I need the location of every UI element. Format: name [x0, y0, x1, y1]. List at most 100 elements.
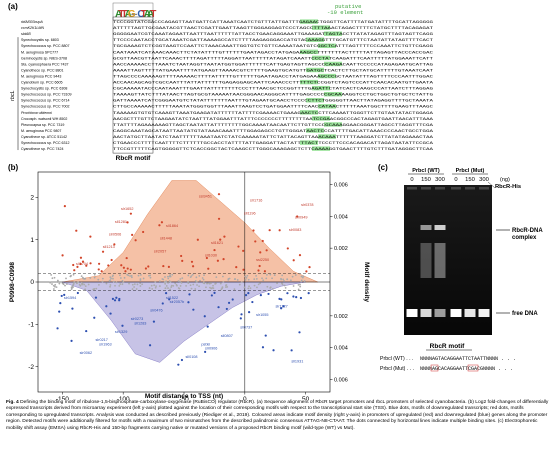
- y2-tick-label: 0.006: [334, 377, 348, 383]
- upregulated-dot: [126, 267, 129, 270]
- panel-b-label: (b): [8, 163, 19, 172]
- background-dot: [300, 280, 303, 283]
- x-tick-label: 0: [243, 396, 247, 400]
- upregulated-dot: [196, 238, 199, 241]
- sequence: GCGTTAACGTTAATTCAAACTTTTAGATTTTTAGGATTAA…: [113, 57, 433, 61]
- complex-smear: [420, 243, 432, 278]
- downregulated-dot: [63, 293, 66, 296]
- alignment-row: Prochloron didemni TAAAAAGTGTGTCAAAGTTAAA…: [21, 110, 434, 116]
- sequence-alignment: ATTAG- - CTAAT putative-10 element rbcL rbfAf…: [10, 2, 434, 160]
- free-dna-band: [464, 309, 476, 317]
- upregulated-dot: [129, 212, 132, 215]
- background-dot: [170, 284, 173, 287]
- background-dot: [247, 278, 250, 281]
- downregulated-dot: [210, 294, 213, 297]
- background-dot: [233, 278, 236, 281]
- background-dot: [243, 286, 246, 289]
- background-dot: [54, 285, 56, 288]
- background-dot: [179, 278, 182, 280]
- background-dot: [222, 281, 225, 283]
- sequence: AAAATTAGTTTTTATGAAATTTTATGAAGTTAAAACGTCT…: [113, 69, 433, 73]
- background-dot: [171, 273, 174, 276]
- upregulated-dot: [134, 239, 137, 242]
- free-dna-band: [450, 309, 462, 317]
- gel-well: [465, 187, 475, 190]
- background-dot: [175, 283, 178, 286]
- background-dot: [153, 284, 156, 287]
- background-dot: [202, 281, 205, 284]
- upregulated-dot: [158, 224, 161, 227]
- background-dot: [303, 280, 306, 283]
- downregulated-dot: [225, 307, 228, 311]
- complex-label-line2: complex: [512, 235, 537, 241]
- upregulated-dot: [259, 251, 262, 254]
- background-dot: [84, 285, 87, 287]
- down-gene-label: sll1522: [166, 296, 178, 300]
- free-dna-band: [420, 309, 432, 317]
- downregulated-dot: [168, 298, 171, 301]
- background-dot: [51, 283, 53, 285]
- upregulated-dot: [147, 265, 150, 268]
- upregulated-dot: [181, 259, 184, 263]
- panel-c-label: (c): [378, 163, 388, 172]
- species-name: Synechococcus sp. PCC 73109: [21, 93, 72, 97]
- free-dna-band: [434, 309, 446, 317]
- downregulated-dot: [259, 294, 262, 297]
- y-axis-title: P0998-C0998: [9, 262, 16, 302]
- background-dot: [169, 274, 171, 276]
- protein-label: RbcR-His: [495, 184, 521, 190]
- downregulated-dot: [227, 301, 231, 304]
- background-dot: [119, 277, 122, 279]
- minus10-highlight: [300, 110, 318, 115]
- sequence: TAAAAAGTGTGTCAAAGTTAAATGAAGATATTTTTTATTT…: [113, 112, 434, 116]
- sequence: TAAAAGTTATCTTTATAACTTAGTGCGTAAAAATAACGGG…: [113, 94, 433, 98]
- background-dot: [172, 285, 175, 287]
- upregulated-dot: [263, 270, 266, 273]
- free-dna-label: free DNA: [512, 311, 538, 317]
- background-dot: [129, 275, 131, 277]
- logo-frame: [112, 2, 154, 21]
- background-dot: [58, 282, 61, 285]
- background-dot: [245, 276, 248, 279]
- gel-well: [479, 187, 489, 190]
- gel-well: [421, 187, 431, 190]
- upregulated-dot: [223, 235, 226, 238]
- mut-group-label: Prbcl (Mut): [456, 168, 485, 174]
- sequence: TGCGAAAGTCTCGGTAAGTCCAATTCTAAACAAATTGGTG…: [113, 45, 433, 49]
- background-dot: [253, 284, 256, 287]
- background-dot: [174, 282, 177, 285]
- downregulated-dot: [307, 292, 310, 295]
- background-dot: [225, 284, 228, 286]
- species-name: Cyanothece sp. PCC 8801: [21, 68, 64, 72]
- y-tick-label: 2: [30, 195, 34, 202]
- background-dot: [83, 278, 86, 280]
- down-gene-label: slr1963: [99, 342, 111, 346]
- panel-a-label: (a): [8, 2, 18, 11]
- up-gene-label: sll1030: [205, 254, 217, 258]
- upregulated-dot: [75, 229, 78, 232]
- upregulated-dot: [235, 266, 238, 269]
- background-dot: [286, 278, 289, 281]
- background-dot: [195, 276, 198, 279]
- background-dot: [187, 282, 190, 285]
- background-dot: [114, 284, 116, 287]
- up-gene-label: slr1716: [250, 199, 262, 203]
- alignment-row: rbfAf303cupA TCCCGGTATCGACCCAGAGTTAATGATT…: [21, 19, 433, 25]
- background-dot: [130, 276, 133, 279]
- upregulated-dot: [76, 265, 79, 268]
- alignment-row: Cyanothece sp. PCC 7424 TTCCGTTTTTCAGTGGG…: [21, 146, 434, 152]
- motif-distance-plot: sll1704 slr1652 sll1864 sll1621 ssl2250 slr03…: [9, 171, 370, 400]
- background-dot: [194, 280, 197, 282]
- upregulated-dot: [298, 254, 302, 257]
- sequence: CTTGCCAAAAACTTTTTAAATATGGGTGGTTTAAATTAAG…: [113, 106, 433, 110]
- alignment-row: sbtAB GGGGGAATCGTCAAATAGAATTAATTTAATTTTTT…: [21, 31, 433, 37]
- complex-band: [420, 225, 432, 230]
- background-dot: [283, 284, 286, 287]
- minus10-highlight: [312, 146, 330, 151]
- up-gene-label: slr0506: [109, 232, 121, 236]
- minus10-highlight: [318, 43, 336, 48]
- background-dot: [271, 288, 274, 290]
- downregulated-dot: [248, 311, 251, 314]
- up-gene-label: sll1196: [244, 211, 256, 215]
- gel-well: [407, 187, 417, 190]
